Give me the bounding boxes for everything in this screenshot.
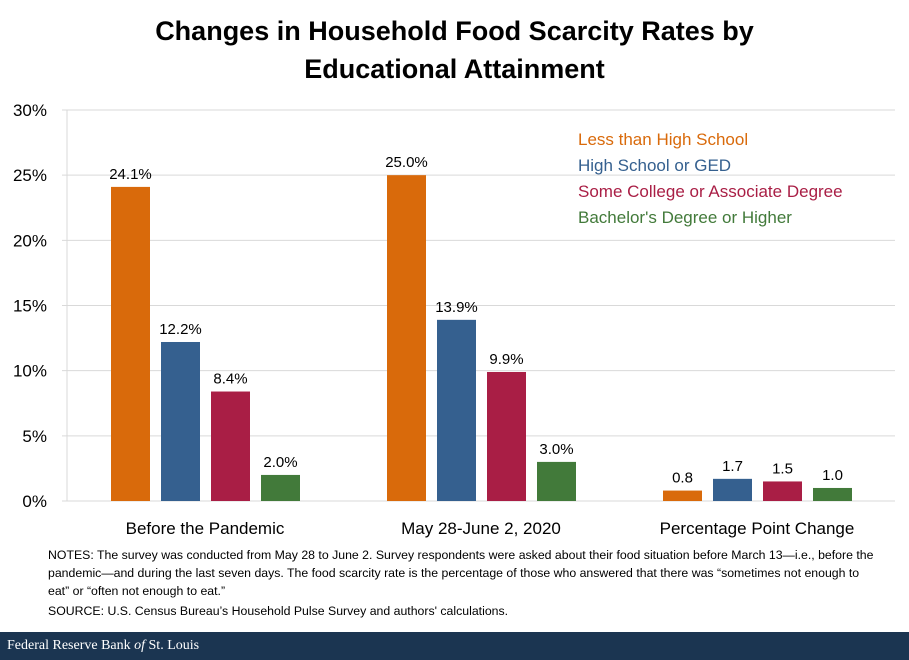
notes-text: NOTES: The survey was conducted from May… xyxy=(48,548,874,598)
source-text: SOURCE: U.S. Census Bureau’s Household P… xyxy=(48,604,509,618)
data-label: 13.9% xyxy=(435,299,478,316)
bar xyxy=(713,478,752,501)
legend-entry: Less than High School xyxy=(578,130,748,149)
notes: NOTES: The survey was conducted from May… xyxy=(48,546,878,620)
bar xyxy=(111,186,150,501)
y-tick-label: 30% xyxy=(13,101,47,120)
data-label: 9.9% xyxy=(489,351,523,368)
legend-entry: High School or GED xyxy=(578,156,731,175)
bar xyxy=(387,175,426,501)
chart-title: Changes in Household Food Scarcity Rates… xyxy=(0,12,909,88)
y-tick-label: 20% xyxy=(13,231,47,250)
bar xyxy=(487,371,526,501)
data-label: 12.2% xyxy=(159,321,202,338)
x-tick-label: May 28-June 2, 2020 xyxy=(401,519,561,538)
bar xyxy=(763,481,802,501)
x-tick-label: Percentage Point Change xyxy=(660,519,855,538)
bar xyxy=(437,319,476,501)
data-label: 0.8 xyxy=(672,470,693,487)
chart-title-line-1: Changes in Household Food Scarcity Rates… xyxy=(155,16,754,46)
data-label: 1.5 xyxy=(772,460,793,477)
y-tick-label: 5% xyxy=(22,427,47,446)
legend-entry: Some College or Associate Degree xyxy=(578,182,843,201)
bar xyxy=(161,341,200,501)
legend-entry: Bachelor's Degree or Higher xyxy=(578,208,792,227)
chart-title-line-2: Educational Attainment xyxy=(304,54,605,84)
bar xyxy=(537,461,576,501)
bar-chart: 0% 5% 10% 15% 20% 25% 30% 24.1% 12.2% 8.4% 2.0% Bef… xyxy=(13,101,895,538)
y-tick-label: 15% xyxy=(13,297,47,316)
data-label: 2.0% xyxy=(263,454,297,471)
data-label: 24.1% xyxy=(109,166,152,183)
data-label: 3.0% xyxy=(539,441,573,458)
bar xyxy=(813,487,852,501)
bar xyxy=(211,391,250,501)
footer-logo-text: Federal Reserve Bank of St. Louis xyxy=(7,638,200,653)
x-tick-label: Before the Pandemic xyxy=(126,519,285,538)
data-label: 1.0 xyxy=(822,467,843,484)
data-label: 8.4% xyxy=(213,371,247,388)
data-label: 1.7 xyxy=(722,458,743,475)
footer-bar: Federal Reserve Bank of St. Louis xyxy=(0,632,909,660)
bar xyxy=(663,490,702,501)
y-tick-label: 10% xyxy=(13,362,47,381)
y-tick-label: 25% xyxy=(13,166,47,185)
bar xyxy=(261,474,300,501)
y-tick-label: 0% xyxy=(22,492,47,511)
data-label: 25.0% xyxy=(385,154,428,171)
